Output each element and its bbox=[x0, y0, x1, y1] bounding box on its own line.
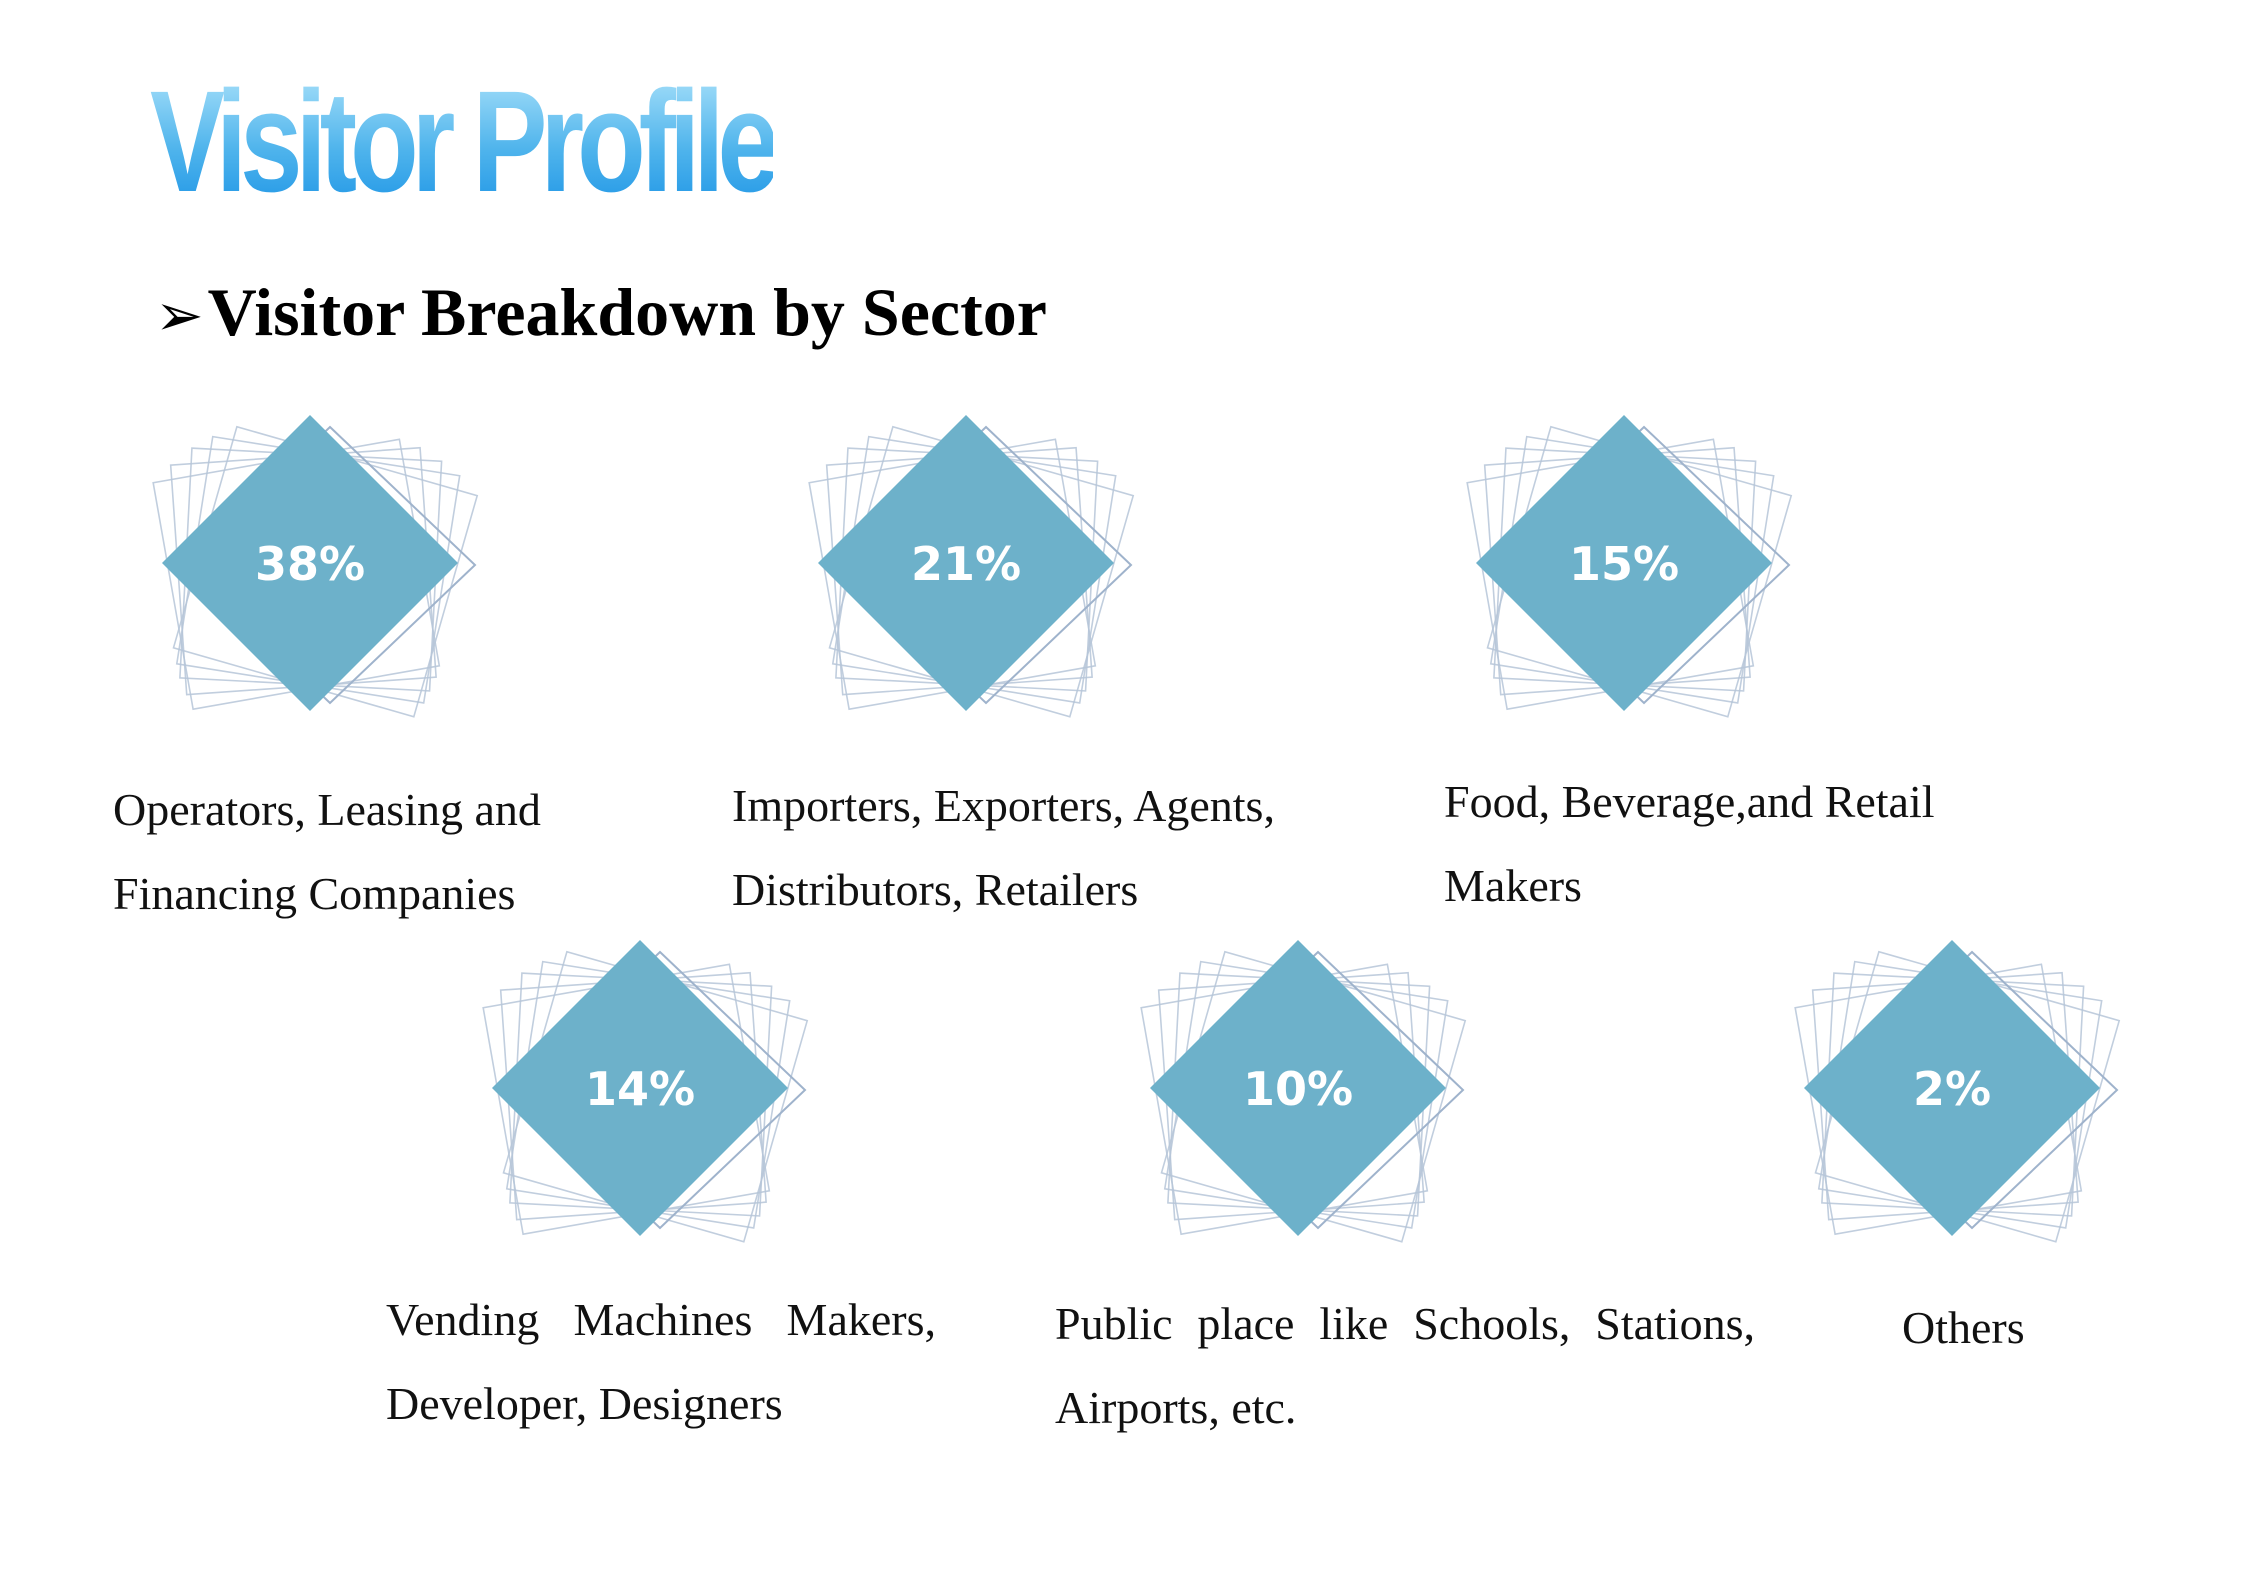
section-heading-text: Visitor Breakdown by Sector bbox=[207, 274, 1047, 350]
sector-percent: 21% bbox=[911, 537, 1021, 591]
sector-label-public-places: Public place like Schools, Stations, Air… bbox=[1055, 1282, 1755, 1450]
sector-label-line: Vending Machines Makers, bbox=[386, 1294, 936, 1345]
sector-badge-vending-makers: 14% bbox=[482, 940, 809, 1243]
sector-percent: 38% bbox=[255, 537, 365, 591]
sector-label-line: Distributors, Retailers bbox=[732, 864, 1139, 915]
diamond-shape bbox=[1150, 940, 1446, 1236]
page-title: Visitor Profile bbox=[150, 61, 780, 222]
diamond-shape bbox=[818, 415, 1114, 711]
sector-label-line: Developer, Designers bbox=[386, 1378, 783, 1429]
sector-label-line: Food, Beverage,and Retail bbox=[1444, 776, 1935, 827]
sector-label-importers: Importers, Exporters, Agents, Distributo… bbox=[732, 764, 1332, 932]
sector-label-line: Others bbox=[1902, 1302, 2025, 1353]
sector-label-line: Operators, Leasing and bbox=[113, 784, 541, 835]
diamond-shape bbox=[162, 415, 458, 711]
sector-label-vending-makers: Vending Machines Makers, Developer, Desi… bbox=[386, 1278, 936, 1446]
sector-percent: 14% bbox=[585, 1062, 695, 1116]
arrow-right-icon: ➢ bbox=[155, 281, 204, 349]
sector-badge-public-places: 10% bbox=[1140, 940, 1467, 1243]
sector-percent: 10% bbox=[1243, 1062, 1353, 1116]
sector-label-line: Airports, etc. bbox=[1055, 1382, 1297, 1433]
sector-label-line: Financing Companies bbox=[113, 868, 516, 919]
sector-label-line: Public place like Schools, Stations, bbox=[1055, 1298, 1755, 1349]
sector-badge-others: 2% bbox=[1794, 940, 2121, 1243]
sector-percent: 15% bbox=[1569, 537, 1679, 591]
sector-badge-importers: 21% bbox=[808, 415, 1135, 718]
sector-label-operators: Operators, Leasing and Financing Compani… bbox=[113, 768, 583, 936]
section-heading: ➢Visitor Breakdown by Sector bbox=[155, 278, 1047, 346]
sector-label-line: Makers bbox=[1444, 860, 1582, 911]
diamond-shape bbox=[492, 940, 788, 1236]
diamond-shape bbox=[1476, 415, 1772, 711]
sector-badge-food-beverage: 15% bbox=[1466, 415, 1793, 718]
sector-label-food-beverage: Food, Beverage,and Retail Makers bbox=[1444, 760, 2004, 928]
sector-label-line: Importers, Exporters, Agents, bbox=[732, 780, 1275, 831]
sector-badge-operators: 38% bbox=[152, 415, 479, 718]
sector-label-others: Others bbox=[1902, 1286, 2102, 1370]
diamond-shape bbox=[1804, 940, 2100, 1236]
sector-percent: 2% bbox=[1913, 1062, 1991, 1116]
